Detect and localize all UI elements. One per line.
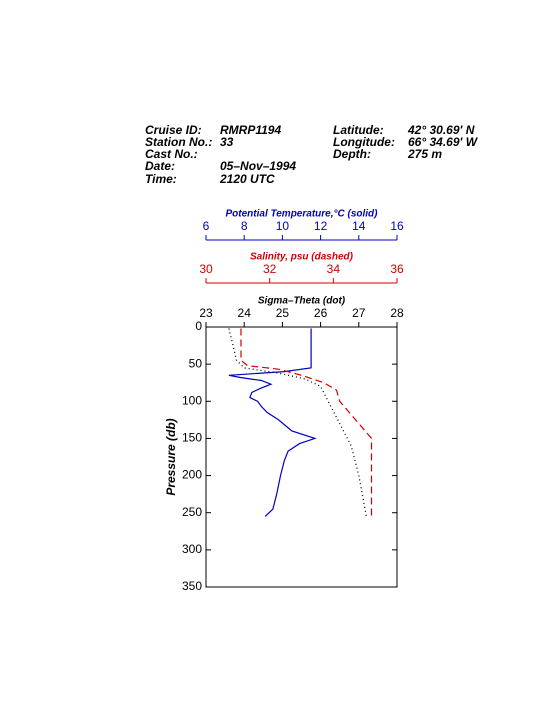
header-label: Longitude: <box>333 135 395 149</box>
x-tick-label: 6 <box>203 219 210 233</box>
x-tick-label: 34 <box>327 262 341 276</box>
profile-line <box>228 328 368 517</box>
header-value: 33 <box>220 135 234 149</box>
y-axis-title: Pressure (db) <box>164 418 178 495</box>
x-tick-label: 12 <box>314 219 328 233</box>
header-value: RMRP1194 <box>220 123 281 137</box>
profile-line <box>228 328 317 517</box>
y-tick-label: 100 <box>182 393 202 407</box>
profile-line <box>240 328 373 517</box>
y-tick-label: 0 <box>195 319 202 333</box>
x-tick-label: 26 <box>314 306 328 320</box>
header-label: Depth: <box>333 147 371 161</box>
header-value: 05–Nov–1994 <box>220 159 296 173</box>
header-label: Station No.: <box>145 135 212 149</box>
header-value: 2120 UTC <box>219 172 275 186</box>
x-axis-title: Salinity, psu (dashed) <box>250 252 354 263</box>
x-tick-label: 14 <box>352 219 366 233</box>
x-tick-label: 10 <box>276 219 290 233</box>
header-label: Cruise ID: <box>145 123 202 137</box>
y-tick-label: 250 <box>182 505 202 519</box>
x-tick-label: 25 <box>276 306 290 320</box>
y-tick-label: 200 <box>182 468 202 482</box>
x-tick-label: 23 <box>199 306 213 320</box>
x-tick-label: 30 <box>199 262 213 276</box>
x-tick-label: 32 <box>263 262 277 276</box>
header-label: Cast No.: <box>145 147 198 161</box>
y-tick-label: 350 <box>182 579 202 593</box>
x-tick-label: 8 <box>241 219 248 233</box>
x-axis-title: Potential Temperature,°C (solid) <box>226 209 379 220</box>
header-label: Latitude: <box>333 123 384 137</box>
plot-frame <box>205 326 398 588</box>
x-tick-label: 24 <box>238 306 252 320</box>
x-tick-label: 28 <box>390 306 404 320</box>
x-tick-label: 27 <box>352 306 366 320</box>
header-value: 275 m <box>407 147 442 161</box>
y-tick-label: 150 <box>182 431 202 445</box>
x-tick-label: 16 <box>390 219 404 233</box>
header-value: 42° 30.69' N <box>407 123 475 137</box>
y-tick-label: 300 <box>182 542 202 556</box>
header-label: Time: <box>145 172 177 186</box>
y-tick-label: 50 <box>189 356 203 370</box>
x-tick-label: 36 <box>390 262 404 276</box>
header-value: 66° 34.69' W <box>408 135 479 149</box>
header-label: Date: <box>145 159 175 173</box>
x-axis-title: Sigma–Theta (dot) <box>258 296 346 307</box>
